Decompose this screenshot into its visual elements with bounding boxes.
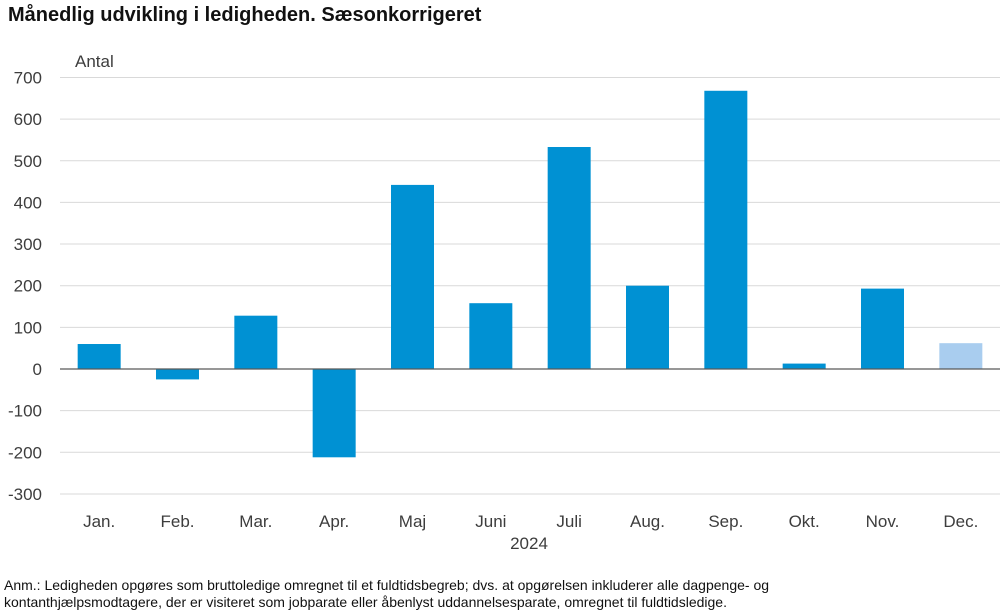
bar-nov bbox=[861, 288, 904, 369]
bar-series bbox=[77, 90, 983, 458]
bar-chart: -300 -200 -100 0 100 200 300 400 500 600 700 Jan. F… bbox=[8, 52, 1000, 553]
bar-okt bbox=[782, 363, 826, 369]
y-tick-label: 500 bbox=[14, 152, 42, 171]
x-tick-label: Sep. bbox=[708, 512, 743, 531]
bar-apr bbox=[312, 369, 356, 458]
y-tick-label: 0 bbox=[33, 360, 42, 379]
y-tick-label: 400 bbox=[14, 193, 42, 212]
bar-mar bbox=[234, 315, 278, 369]
y-tick-label: 300 bbox=[14, 235, 42, 254]
x-tick-label: Dec. bbox=[943, 512, 978, 531]
x-tick-label: Feb. bbox=[160, 512, 194, 531]
x-tick-label: Apr. bbox=[319, 512, 349, 531]
y-tick-label: -300 bbox=[8, 485, 42, 504]
x-tick-label: Nov. bbox=[866, 512, 900, 531]
bar-maj bbox=[391, 184, 434, 369]
y-axis-label: Antal bbox=[75, 52, 114, 71]
footnote-line: kontanthjælpsmodtagere, der er visiteret… bbox=[4, 594, 727, 610]
grid-lines bbox=[60, 76, 1000, 495]
x-tick-label: Okt. bbox=[789, 512, 820, 531]
y-tick-label: 100 bbox=[14, 318, 42, 337]
y-tick-label: -200 bbox=[8, 443, 42, 462]
bar-juli bbox=[547, 147, 591, 369]
chart-title: Månedlig udvikling i ledigheden. Sæsonko… bbox=[8, 4, 482, 26]
y-tick-label: 700 bbox=[14, 68, 42, 87]
bar-sep bbox=[704, 90, 748, 369]
bar-dec bbox=[939, 343, 983, 369]
x-tick-label: Maj bbox=[399, 512, 426, 531]
x-tick-label: Aug. bbox=[630, 512, 665, 531]
y-tick-label: 600 bbox=[14, 110, 42, 129]
x-axis-ticks: Jan. Feb. Mar. Apr. Maj Juni Juli Aug. Sep. Okt. N… bbox=[83, 512, 978, 531]
bar-juni bbox=[469, 303, 513, 369]
x-tick-label: Juli bbox=[556, 512, 582, 531]
y-tick-label: -100 bbox=[8, 402, 42, 421]
x-tick-label: Juni bbox=[475, 512, 506, 531]
bar-jan bbox=[77, 344, 121, 369]
x-axis-label: 2024 bbox=[510, 534, 548, 553]
x-tick-label: Jan. bbox=[83, 512, 115, 531]
bar-feb bbox=[156, 369, 199, 380]
footnote-line: Anm.: Ledigheden opgøres som bruttoledig… bbox=[4, 577, 770, 593]
y-tick-label: 200 bbox=[14, 277, 42, 296]
bar-aug bbox=[626, 285, 669, 369]
y-axis-ticks: -300 -200 -100 0 100 200 300 400 500 600 700 bbox=[8, 68, 42, 504]
footnote: Anm.: Ledigheden opgøres som bruttoledig… bbox=[4, 577, 994, 611]
x-tick-label: Mar. bbox=[239, 512, 272, 531]
